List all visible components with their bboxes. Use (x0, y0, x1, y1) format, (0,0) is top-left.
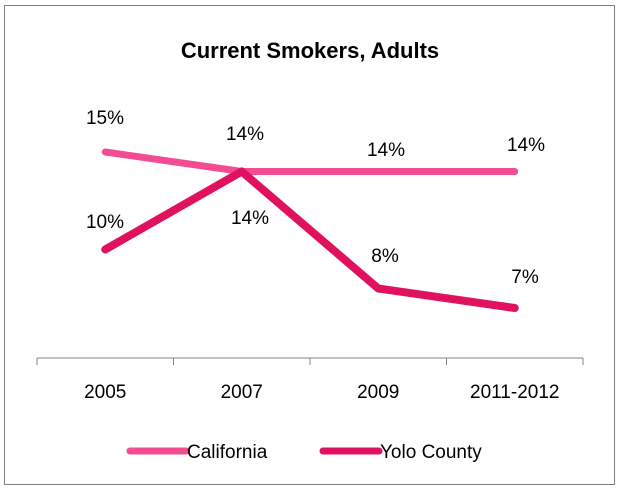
legend: California Yolo County (126, 442, 482, 463)
legend-label-yolo-county: Yolo County (380, 442, 482, 463)
series-lines (101, 148, 519, 312)
data-label-california: 14% (507, 135, 545, 156)
x-axis-labels: 2005 2007 2009 2011-2012 (84, 382, 559, 403)
data-label-yolo-county: 7% (511, 267, 539, 288)
x-tick-label: 2011-2012 (470, 382, 559, 403)
data-label-california: 15% (86, 108, 124, 129)
data-labels: 15% 14% 14% 14% 10% 14% 8% 7% (86, 108, 545, 288)
x-tick-label: 2005 (84, 382, 126, 403)
data-label-california: 14% (367, 140, 405, 161)
data-label-yolo-county: 10% (86, 212, 124, 233)
data-label-california: 14% (226, 124, 264, 145)
chart-title: Current Smokers, Adults (181, 38, 439, 63)
x-tick-label: 2009 (357, 382, 399, 403)
data-label-yolo-county: 8% (371, 246, 399, 267)
x-tick-label: 2007 (221, 382, 263, 403)
series-line-california (101, 148, 519, 175)
series-line-yolo-county (101, 167, 519, 312)
legend-label-california: California (187, 442, 268, 463)
x-axis-ticks (36, 358, 584, 365)
data-label-yolo-county: 14% (231, 208, 269, 229)
